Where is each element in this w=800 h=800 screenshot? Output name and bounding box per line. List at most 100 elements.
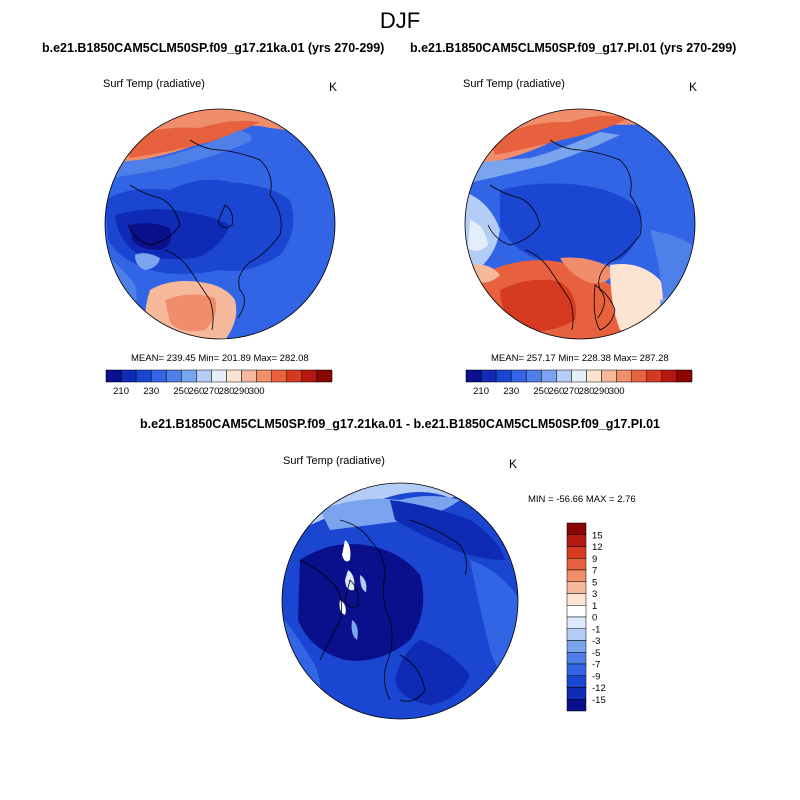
panel2-colorbar-swatch <box>601 369 617 383</box>
panel1-colorbar-swatch <box>135 369 152 383</box>
panel2-colorbar-swatch <box>495 369 512 383</box>
panel1-colorbar-swatch <box>166 369 182 383</box>
diff-panel-map <box>282 483 518 719</box>
diff-panel-stats: MIN = -56.66 MAX = 2.76 <box>528 494 636 505</box>
panel2-colorbar-swatch <box>616 369 632 383</box>
panel1-colorbar-swatch <box>150 369 167 383</box>
panel1-colorbar-tick-label: 210 <box>113 386 129 397</box>
panel1-units-label: K <box>329 80 338 94</box>
panel2-map-border <box>464 108 696 340</box>
panel2-colorbar-tick-label: 210 <box>473 386 489 397</box>
diff-colorbar-tick-label: 7 <box>592 566 597 577</box>
panel1-colorbar-swatch <box>196 369 212 383</box>
panel1-colorbar-swatch <box>105 369 122 383</box>
diff-colorbar-tick-label: 5 <box>592 577 597 588</box>
panel2-colorbar-swatch <box>676 369 693 383</box>
diff-colorbar-swatch <box>566 687 587 700</box>
panel1-colorbar-swatch <box>271 369 288 383</box>
diff-colorbar-swatch <box>566 581 587 594</box>
panel1-colorbar-swatch <box>286 369 303 383</box>
diff-colorbar-swatch <box>566 522 587 535</box>
panel1-colorbar-swatch <box>301 369 318 383</box>
panel1-colorbar-tick-label: 270 <box>204 386 220 397</box>
panel1-colorbar-swatch <box>256 369 272 383</box>
panel2-colorbar-tick-label: 270 <box>564 386 580 397</box>
diff-colorbar-tick-label: -12 <box>592 683 606 694</box>
diff-panel-map-border <box>281 482 519 720</box>
panel2-colorbar-swatch <box>510 369 527 383</box>
panel2-colorbar-tick-label: 260 <box>548 386 564 397</box>
panel2-colorbar-tick-label: 250 <box>533 386 549 397</box>
panel2-colorbar-tick-label: 230 <box>503 386 519 397</box>
diff-colorbar-tick-label: 0 <box>592 613 597 624</box>
panel1-variable-label: Surf Temp (radiative) <box>103 78 205 90</box>
panel1-colorbar-tick-label: 230 <box>143 386 159 397</box>
panel1-colorbar-swatch <box>181 369 197 383</box>
diff-colorbar-swatch <box>566 675 587 688</box>
panel1-colorbar-tick-label: 280 <box>219 386 235 397</box>
panel2-colorbar-tick-label: 300 <box>609 386 625 397</box>
diff-colorbar-swatch <box>566 593 587 606</box>
diff-colorbar-tick-label: -5 <box>592 648 600 659</box>
panel1-colorbar-swatch <box>226 369 242 383</box>
diff-colorbar-swatch <box>566 569 587 582</box>
panel2-colorbar-swatch <box>480 369 497 383</box>
panel2-colorbar-tick-label: 280 <box>579 386 595 397</box>
panel1-colorbar-swatch <box>120 369 137 383</box>
diff-colorbar-tick-label: 1 <box>592 601 597 612</box>
panel2-stats: MEAN= 257.17 Min= 228.38 Max= 287.28 <box>491 353 669 364</box>
diff-colorbar-swatch <box>566 546 587 559</box>
panel2-colorbar-swatch <box>541 369 557 383</box>
panel1-colorbar-tick-label: 300 <box>249 386 265 397</box>
panel1-title: b.e21.B1850CAM5CLM50SP.f09_g17.21ka.01 (… <box>42 41 385 55</box>
panel1-stats: MEAN= 239.45 Min= 201.89 Max= 282.08 <box>131 353 309 364</box>
panel2-colorbar-swatch <box>556 369 572 383</box>
panel1-colorbar-tick-label: 260 <box>188 386 204 397</box>
diff-panel-title: b.e21.B1850CAM5CLM50SP.f09_g17.21ka.01 -… <box>140 417 660 431</box>
diff-colorbar-tick-label: -1 <box>592 624 600 635</box>
diff-colorbar-tick-label: 15 <box>592 530 603 541</box>
panel2-units-label: K <box>689 80 698 94</box>
diff-colorbar-swatch <box>566 663 587 676</box>
panel2-colorbar-swatch <box>526 369 542 383</box>
diff-colorbar-swatch <box>566 640 587 653</box>
diff-colorbar-swatch <box>566 534 587 547</box>
diff-colorbar-swatch <box>566 558 587 571</box>
panel2-colorbar-swatch <box>571 369 587 383</box>
diff-colorbar-swatch <box>566 699 587 712</box>
panel1-colorbar-swatch <box>316 369 333 383</box>
diff-colorbar-swatch <box>566 628 587 641</box>
diff-colorbar-tick-label: 12 <box>592 542 603 553</box>
diff-colorbar-swatch <box>566 616 587 629</box>
panel2-colorbar-swatch <box>465 369 482 383</box>
panel2-colorbar-swatch <box>661 369 678 383</box>
panel1-colorbar-swatch <box>211 369 227 383</box>
panel2-variable-label: Surf Temp (radiative) <box>463 78 565 90</box>
diff-colorbar-tick-label: 3 <box>592 589 597 600</box>
diff-colorbar-tick-label: -15 <box>592 695 606 706</box>
panel1-colorbar-tick-label: 290 <box>234 386 250 397</box>
panel1-colorbar-swatch <box>241 369 257 383</box>
panel2-map <box>465 109 695 339</box>
panel1-colorbar-tick-label: 250 <box>173 386 189 397</box>
panel2-colorbar-tick-label: 290 <box>594 386 610 397</box>
season-title: DJF <box>379 8 421 33</box>
diff-colorbar-tick-label: 9 <box>592 554 597 565</box>
diff-colorbar-swatch <box>566 652 587 665</box>
panel1-map <box>105 109 335 339</box>
panel1-map-border <box>104 108 336 340</box>
diff-colorbar-tick-label: -7 <box>592 660 600 671</box>
diff-panel-variable-label: Surf Temp (radiative) <box>283 455 385 467</box>
diff-colorbar-tick-label: -9 <box>592 671 600 682</box>
diff-panel-units-label: K <box>509 457 518 471</box>
panel2-colorbar-swatch <box>646 369 663 383</box>
panel2-colorbar-swatch <box>586 369 602 383</box>
diff-colorbar-tick-label: -3 <box>592 636 600 647</box>
diff-colorbar-swatch <box>566 605 587 618</box>
panel1-colorbar: 210 230 250 260 270 280 290 300 <box>105 369 333 397</box>
panel2-colorbar: 210 230 250 260 270 280 290 300 <box>465 369 693 397</box>
panel2-title: b.e21.B1850CAM5CLM50SP.f09_g17.PI.01 (yr… <box>410 41 737 55</box>
